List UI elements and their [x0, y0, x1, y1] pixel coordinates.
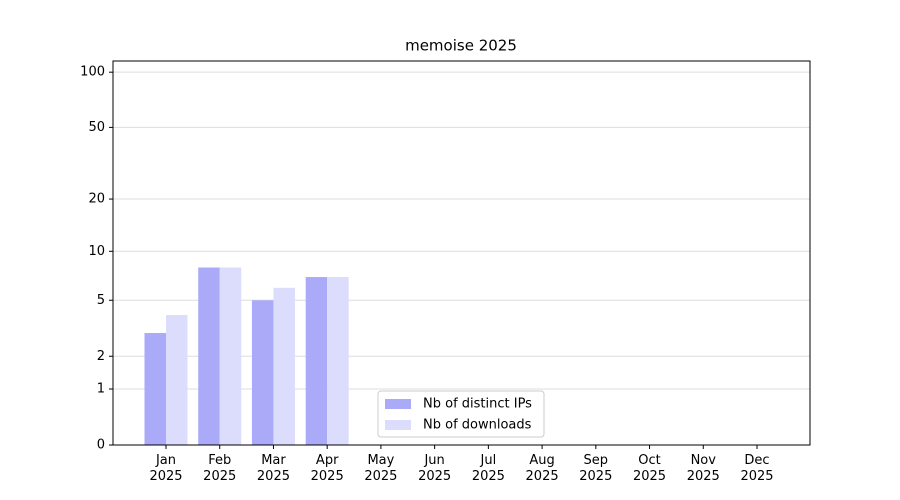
y-tick-label: 5 [97, 293, 105, 308]
x-tick-label: Mar 2025 [256, 453, 290, 484]
y-tick-label: 100 [80, 65, 105, 80]
x-tick-label: Oct 2025 [632, 453, 667, 484]
y-tick-label: 2 [97, 349, 105, 364]
legend-label: Nb of distinct IPs [423, 397, 532, 412]
bar [327, 277, 349, 445]
legend-swatch [385, 399, 411, 409]
legend-swatch [385, 420, 411, 430]
bar [273, 287, 295, 445]
x-tick-label: Nov 2025 [686, 453, 720, 484]
x-tick-label: Dec 2025 [740, 453, 774, 484]
bar [219, 267, 242, 445]
x-tick-label: Jan 2025 [149, 453, 183, 484]
x-tick-label: Aug 2025 [525, 453, 559, 484]
bar [166, 314, 188, 445]
x-tick-label: Jun 2025 [418, 453, 452, 484]
bar [144, 333, 166, 445]
plot-frame [112, 60, 811, 446]
y-tick-label: 1 [97, 382, 105, 397]
legend-label: Nb of downloads [423, 418, 532, 433]
y-tick-label: 20 [88, 192, 105, 207]
y-tick-label: 50 [88, 120, 105, 135]
y-tick-label: 10 [88, 244, 105, 259]
bar [305, 277, 328, 445]
y-tick-label: 0 [97, 438, 105, 453]
x-tick-label: Apr 2025 [310, 453, 344, 484]
x-tick-label: May 2025 [364, 453, 398, 484]
x-tick-label: Feb 2025 [203, 453, 237, 484]
legend: Nb of distinct IPs Nb of downloads [377, 390, 545, 438]
legend-box [377, 390, 545, 438]
bar [198, 267, 220, 445]
chart-title: memoise 2025 [405, 37, 517, 55]
bar [251, 300, 274, 445]
x-tick-label: Jul 2025 [471, 453, 505, 484]
x-tick-label: Sep 2025 [579, 453, 613, 484]
